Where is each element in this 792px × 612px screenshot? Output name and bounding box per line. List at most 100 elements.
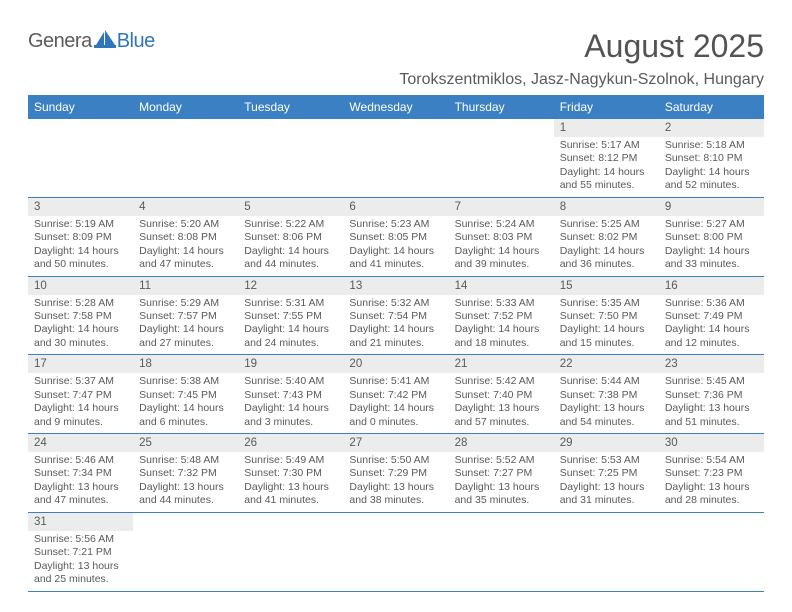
day-day2: and 47 minutes.: [139, 258, 232, 271]
day-sunrise: Sunrise: 5:23 AM: [349, 218, 442, 231]
day-sunset: Sunset: 7:30 PM: [244, 467, 337, 480]
day-day1: Daylight: 14 hours: [349, 402, 442, 415]
day-sunset: Sunset: 7:57 PM: [139, 310, 232, 323]
logo-sail-icon: [94, 30, 116, 53]
day-sunset: Sunset: 8:08 PM: [139, 231, 232, 244]
day-details: Sunrise: 5:23 AMSunset: 8:05 PMDaylight:…: [343, 216, 448, 276]
calendar-day: 21 Sunrise: 5:42 AMSunset: 7:40 PMDayligh…: [449, 355, 554, 433]
day-day1: Daylight: 14 hours: [560, 245, 653, 258]
day-sunset: Sunset: 7:36 PM: [665, 389, 758, 402]
day-sunrise: Sunrise: 5:24 AM: [455, 218, 548, 231]
header: Genera Blue August 2025 Torokszentmiklos…: [28, 28, 764, 89]
day-sunrise: Sunrise: 5:53 AM: [560, 454, 653, 467]
day-day2: and 9 minutes.: [34, 416, 127, 429]
day-sunrise: Sunrise: 5:40 AM: [244, 375, 337, 388]
calendar-day: 31Sunrise: 5:56 AMSunset: 7:21 PMDayligh…: [28, 513, 133, 591]
day-sunset: Sunset: 8:12 PM: [560, 152, 653, 165]
calendar-day: 6Sunrise: 5:23 AMSunset: 8:05 PMDaylight…: [343, 198, 448, 276]
day-number: 4: [133, 198, 238, 216]
day-sunrise: Sunrise: 5:46 AM: [34, 454, 127, 467]
day-day1: Daylight: 14 hours: [34, 245, 127, 258]
day-details: Sunrise: 5:44 AMSunset: 7:38 PMDaylight:…: [554, 373, 659, 433]
calendar-day: [343, 119, 448, 197]
weekday-header: Monday: [133, 95, 238, 119]
day-sunrise: Sunrise: 5:56 AM: [34, 533, 127, 546]
location: Torokszentmiklos, Jasz-Nagykun-Szolnok, …: [399, 71, 764, 89]
day-details: Sunrise: 5:38 AMSunset: 7:45 PMDaylight:…: [133, 373, 238, 433]
calendar-day: [238, 119, 343, 197]
weekday-header: Wednesday: [343, 95, 448, 119]
day-day2: and 0 minutes.: [349, 416, 442, 429]
day-sunrise: Sunrise: 5:27 AM: [665, 218, 758, 231]
day-details: Sunrise: 5:35 AMSunset: 7:50 PMDaylight:…: [554, 295, 659, 355]
day-number: 22: [554, 355, 659, 373]
day-sunset: Sunset: 7:34 PM: [34, 467, 127, 480]
day-details: Sunrise: 5:24 AMSunset: 8:03 PMDaylight:…: [449, 216, 554, 276]
day-day1: Daylight: 13 hours: [455, 402, 548, 415]
day-details: Sunrise: 5:40 AMSunset: 7:43 PMDaylight:…: [238, 373, 343, 433]
day-number: 18: [133, 355, 238, 373]
day-sunrise: Sunrise: 5:42 AM: [455, 375, 548, 388]
calendar-day: 27Sunrise: 5:50 AMSunset: 7:29 PMDayligh…: [343, 434, 448, 512]
day-number: 12: [238, 277, 343, 295]
calendar-week: 1Sunrise: 5:17 AMSunset: 8:12 PMDaylight…: [28, 119, 764, 198]
day-day1: Daylight: 14 hours: [349, 323, 442, 336]
day-day2: and 24 minutes.: [244, 337, 337, 350]
day-details: Sunrise: 5:31 AMSunset: 7:55 PMDaylight:…: [238, 295, 343, 355]
day-sunset: Sunset: 7:55 PM: [244, 310, 337, 323]
calendar-day: 13Sunrise: 5:32 AMSunset: 7:54 PMDayligh…: [343, 277, 448, 355]
day-sunrise: Sunrise: 5:17 AM: [560, 139, 653, 152]
calendar-day: [28, 119, 133, 197]
day-details: Sunrise: 5:25 AMSunset: 8:02 PMDaylight:…: [554, 216, 659, 276]
day-day1: Daylight: 14 hours: [455, 323, 548, 336]
day-number: 19: [238, 355, 343, 373]
day-number: 13: [343, 277, 448, 295]
day-sunset: Sunset: 7:49 PM: [665, 310, 758, 323]
day-day2: and 57 minutes.: [455, 416, 548, 429]
day-number: 31: [28, 513, 133, 531]
day-number: 11: [133, 277, 238, 295]
day-sunrise: Sunrise: 5:33 AM: [455, 297, 548, 310]
calendar-day: 25Sunrise: 5:48 AMSunset: 7:32 PMDayligh…: [133, 434, 238, 512]
day-day2: and 41 minutes.: [244, 494, 337, 507]
day-day1: Daylight: 14 hours: [665, 245, 758, 258]
day-number: 6: [343, 198, 448, 216]
day-sunset: Sunset: 7:43 PM: [244, 389, 337, 402]
day-number: 24: [28, 434, 133, 452]
day-day2: and 18 minutes.: [455, 337, 548, 350]
day-day2: and 25 minutes.: [34, 573, 127, 586]
day-sunset: Sunset: 8:05 PM: [349, 231, 442, 244]
day-number: 25: [133, 434, 238, 452]
day-details: Sunrise: 5:54 AMSunset: 7:23 PMDaylight:…: [659, 452, 764, 512]
day-sunrise: Sunrise: 5:41 AM: [349, 375, 442, 388]
day-number: 28: [449, 434, 554, 452]
day-day1: Daylight: 14 hours: [34, 323, 127, 336]
day-day1: Daylight: 13 hours: [244, 481, 337, 494]
day-number: 9: [659, 198, 764, 216]
day-sunrise: Sunrise: 5:35 AM: [560, 297, 653, 310]
weekday-header-row: Sunday Monday Tuesday Wednesday Thursday…: [28, 95, 764, 119]
day-sunrise: Sunrise: 5:50 AM: [349, 454, 442, 467]
day-details: Sunrise: 5:32 AMSunset: 7:54 PMDaylight:…: [343, 295, 448, 355]
day-day1: Daylight: 13 hours: [455, 481, 548, 494]
calendar-day: 26Sunrise: 5:49 AMSunset: 7:30 PMDayligh…: [238, 434, 343, 512]
day-day2: and 39 minutes.: [455, 258, 548, 271]
calendar-week: 24Sunrise: 5:46 AMSunset: 7:34 PMDayligh…: [28, 434, 764, 513]
day-sunrise: Sunrise: 5:45 AM: [665, 375, 758, 388]
day-details: Sunrise: 5:45 AMSunset: 7:36 PMDaylight:…: [659, 373, 764, 433]
day-day1: Daylight: 14 hours: [139, 245, 232, 258]
day-number: 21: [449, 355, 554, 373]
calendar: Sunday Monday Tuesday Wednesday Thursday…: [28, 95, 764, 592]
calendar-day: 3Sunrise: 5:19 AMSunset: 8:09 PMDaylight…: [28, 198, 133, 276]
day-number: 8: [554, 198, 659, 216]
calendar-day: [133, 119, 238, 197]
day-sunset: Sunset: 7:40 PM: [455, 389, 548, 402]
calendar-day: 8Sunrise: 5:25 AMSunset: 8:02 PMDaylight…: [554, 198, 659, 276]
day-sunrise: Sunrise: 5:36 AM: [665, 297, 758, 310]
day-sunset: Sunset: 8:02 PM: [560, 231, 653, 244]
day-number: 7: [449, 198, 554, 216]
day-day2: and 41 minutes.: [349, 258, 442, 271]
day-sunset: Sunset: 7:38 PM: [560, 389, 653, 402]
day-details: Sunrise: 5:46 AMSunset: 7:34 PMDaylight:…: [28, 452, 133, 512]
day-sunrise: Sunrise: 5:44 AM: [560, 375, 653, 388]
